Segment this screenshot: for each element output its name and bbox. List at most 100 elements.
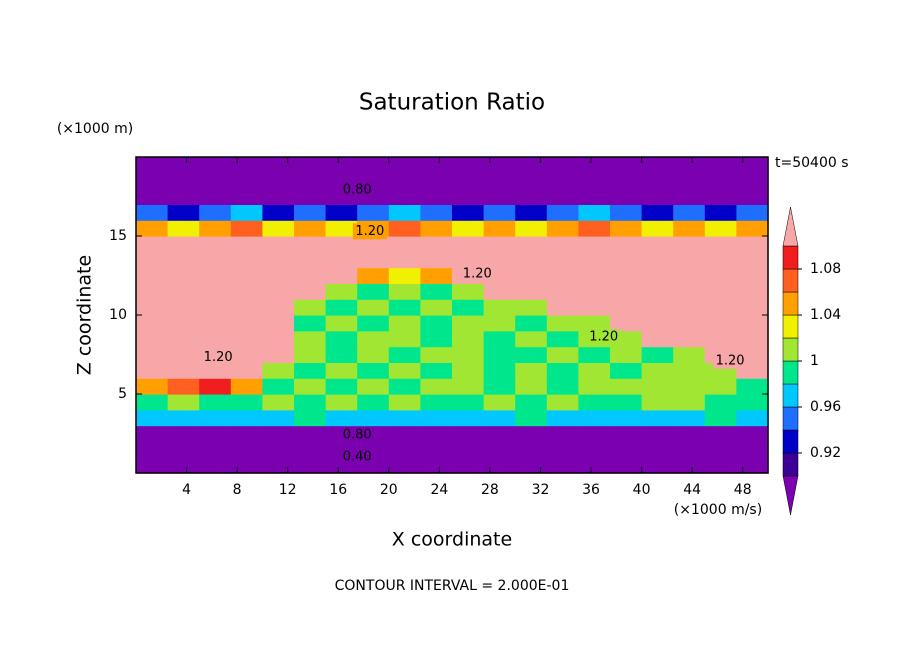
field-cell bbox=[167, 172, 200, 190]
field-cell bbox=[546, 267, 579, 284]
field-cell bbox=[136, 362, 169, 379]
field-cell bbox=[230, 204, 263, 221]
field-cell bbox=[294, 457, 327, 474]
field-cell bbox=[230, 457, 263, 474]
field-cell bbox=[199, 236, 232, 253]
field-cell bbox=[357, 378, 390, 395]
colorbar-box bbox=[782, 452, 799, 477]
field-cell bbox=[578, 283, 611, 300]
contour-label: 1.20 bbox=[355, 224, 384, 239]
field-cell bbox=[136, 188, 169, 205]
colorbar-under bbox=[782, 475, 799, 516]
field-cell bbox=[515, 188, 548, 205]
field-cell bbox=[452, 441, 485, 458]
colorbar-tick-label: 1 bbox=[810, 353, 819, 369]
field-cell bbox=[199, 457, 232, 474]
field-cell bbox=[420, 362, 453, 379]
field-cell bbox=[641, 204, 674, 221]
field-cell bbox=[452, 378, 485, 395]
x-tick-label: 20 bbox=[380, 482, 398, 498]
field-cell bbox=[199, 441, 232, 458]
field-cell bbox=[388, 330, 421, 348]
field-cell bbox=[167, 188, 200, 205]
field-cell bbox=[704, 378, 737, 395]
field-cell bbox=[641, 362, 674, 379]
field-cell bbox=[546, 425, 579, 442]
field-cell bbox=[610, 172, 643, 190]
field-cell bbox=[483, 157, 516, 174]
field-cell bbox=[388, 346, 421, 363]
field-cell bbox=[483, 204, 516, 221]
field-cell bbox=[610, 394, 643, 411]
field-cell bbox=[515, 172, 548, 190]
field-cell bbox=[230, 188, 263, 205]
x-tick-label: 40 bbox=[633, 482, 651, 498]
field-cell bbox=[546, 330, 579, 348]
field-cell bbox=[673, 251, 706, 269]
field-cell bbox=[294, 409, 327, 427]
contour-label-box bbox=[713, 352, 748, 369]
field-cell bbox=[673, 315, 706, 332]
field-cell bbox=[262, 267, 295, 284]
field-cell bbox=[673, 457, 706, 474]
field-cell bbox=[515, 346, 548, 363]
field-cell bbox=[357, 267, 390, 284]
field-cell bbox=[388, 236, 421, 253]
field-cell bbox=[136, 220, 169, 237]
field-cell bbox=[673, 267, 706, 284]
x-tick-label: 28 bbox=[481, 482, 499, 498]
field-cell bbox=[704, 251, 737, 269]
field-cell bbox=[325, 394, 358, 411]
field-cell bbox=[546, 188, 579, 205]
field-cell bbox=[546, 378, 579, 395]
field-cell bbox=[230, 425, 263, 442]
field-cell bbox=[199, 157, 232, 174]
field-cell bbox=[610, 378, 643, 395]
field-cell bbox=[262, 172, 295, 190]
field-cell bbox=[578, 346, 611, 363]
field-cell bbox=[673, 425, 706, 442]
field-cell bbox=[610, 425, 643, 442]
field-cell bbox=[610, 188, 643, 205]
field-cell bbox=[294, 188, 327, 205]
field-cell bbox=[673, 204, 706, 221]
field-cell bbox=[641, 251, 674, 269]
field-cell bbox=[262, 362, 295, 379]
field-cell bbox=[294, 315, 327, 332]
field-cell bbox=[578, 425, 611, 442]
field-cell bbox=[388, 299, 421, 316]
contour-label-box bbox=[586, 329, 621, 346]
field-cell bbox=[357, 236, 390, 253]
field-cell bbox=[167, 330, 200, 348]
field-cell bbox=[515, 204, 548, 221]
colorbar-box bbox=[782, 383, 799, 408]
field-cell bbox=[641, 346, 674, 363]
field-cell bbox=[704, 204, 737, 221]
field-cell bbox=[736, 299, 769, 316]
field-cell bbox=[483, 441, 516, 458]
field-cell bbox=[546, 441, 579, 458]
field-cell bbox=[136, 346, 169, 363]
field-cell bbox=[452, 283, 485, 300]
field-cell bbox=[673, 346, 706, 363]
field-cell bbox=[515, 315, 548, 332]
field-cell bbox=[199, 330, 232, 348]
contour-label-box bbox=[340, 449, 375, 466]
colorbar-box bbox=[782, 314, 799, 339]
x-tick-label: 44 bbox=[683, 482, 701, 498]
field-cell bbox=[325, 315, 358, 332]
field-cell bbox=[230, 172, 263, 190]
field-cell bbox=[546, 346, 579, 363]
field-cell bbox=[546, 394, 579, 411]
contour-label: 0.80 bbox=[343, 428, 372, 443]
field-cell bbox=[452, 330, 485, 348]
field-cell bbox=[294, 299, 327, 316]
field-cell bbox=[262, 315, 295, 332]
field-cell bbox=[483, 251, 516, 269]
field-cell bbox=[515, 251, 548, 269]
field-cell bbox=[673, 157, 706, 174]
field-cell bbox=[452, 409, 485, 427]
field-cell bbox=[230, 283, 263, 300]
contour-label: 1.20 bbox=[204, 350, 233, 365]
y-axis-label: Z coordinate bbox=[74, 255, 96, 375]
